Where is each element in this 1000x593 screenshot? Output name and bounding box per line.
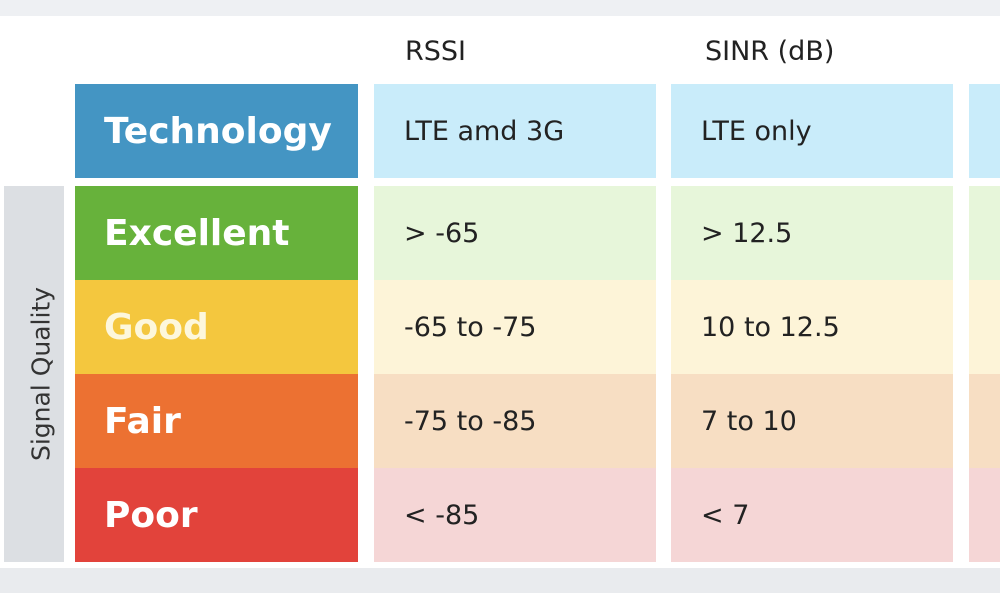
row-label-technology: Technology [75, 84, 358, 178]
row-label-good: Good [75, 280, 358, 374]
cell-poor-partial [969, 468, 1000, 562]
cell-poor-sinr: < 7 [671, 468, 953, 562]
cell-poor-rssi: < -85 [374, 468, 656, 562]
cell-fair-rssi: -75 to -85 [374, 374, 656, 468]
signal-quality-sidebar [4, 186, 64, 562]
signal-quality-label: Signal Quality [26, 286, 56, 462]
column-header-sinr: SINR (dB) [705, 36, 835, 67]
row-label-excellent: Excellent [75, 186, 358, 280]
cell-excellent-sinr: > 12.5 [671, 186, 953, 280]
bottom-bar [0, 568, 1000, 593]
cell-good-rssi: -65 to -75 [374, 280, 656, 374]
cell-excellent-rssi: > -65 [374, 186, 656, 280]
column-header-rssi: RSSI [405, 36, 467, 67]
cell-fair-sinr: 7 to 10 [671, 374, 953, 468]
cell-fair-partial [969, 374, 1000, 468]
cell-technology-sinr: LTE only [671, 84, 953, 178]
cell-good-partial [969, 280, 1000, 374]
row-label-poor: Poor [75, 468, 358, 562]
row-label-fair: Fair [75, 374, 358, 468]
cell-excellent-partial [969, 186, 1000, 280]
cell-technology-partial [969, 84, 1000, 178]
cell-technology-rssi: LTE amd 3G [374, 84, 656, 178]
cell-good-sinr: 10 to 12.5 [671, 280, 953, 374]
